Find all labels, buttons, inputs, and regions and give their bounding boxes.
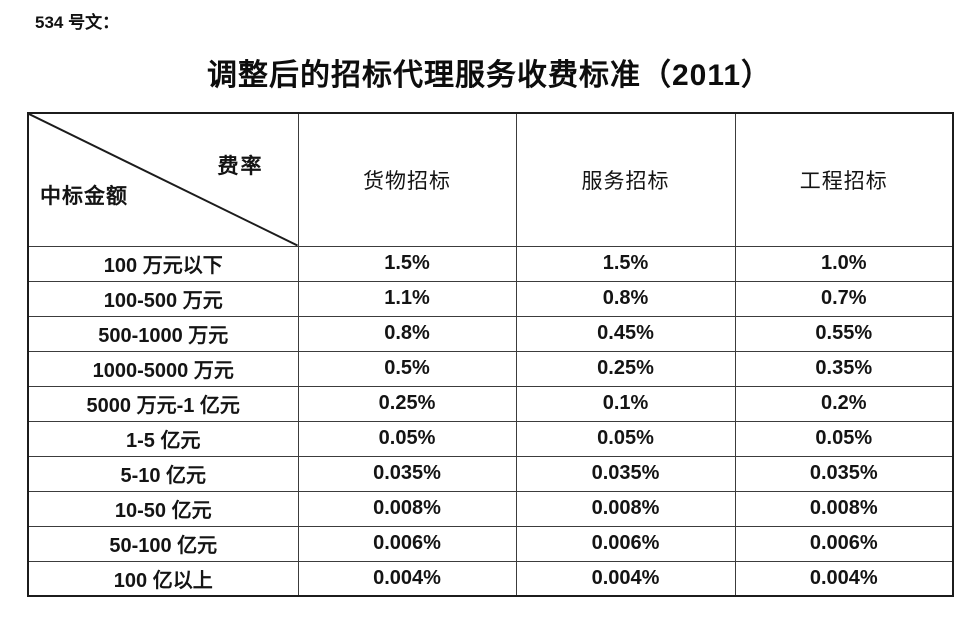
diagonal-line [29,114,298,246]
table-row: 10-50 亿元 0.008% 0.008% 0.008% [27,490,954,527]
row-label: 10-50 亿元 [27,490,299,527]
table-row: 500-1000 万元 0.8% 0.45% 0.55% [27,315,954,352]
fee-value: 0.004% [734,560,954,597]
fee-value: 0.1% [515,385,736,422]
fee-value: 0.006% [297,525,517,562]
table-row: 1000-5000 万元 0.5% 0.25% 0.35% [27,350,954,387]
row-label: 5000 万元-1 亿元 [27,385,299,422]
fee-value: 0.006% [734,525,954,562]
table-row: 100-500 万元 1.1% 0.8% 0.7% [27,280,954,317]
row-label: 5-10 亿元 [27,455,299,492]
fee-value: 0.035% [734,455,954,492]
fee-value: 0.8% [515,280,736,317]
row-label: 1000-5000 万元 [27,350,299,387]
table-row: 1-5 亿元 0.05% 0.05% 0.05% [27,420,954,457]
corner-label-amount: 中标金额 [40,184,128,208]
table-row: 5-10 亿元 0.035% 0.035% 0.035% [27,455,954,492]
page-title: 调整后的招标代理服务收费标准（2011） [206,59,773,92]
column-header-service-tender: 服务招标 [515,112,736,247]
fee-value: 0.05% [297,420,517,457]
row-label: 50-100 亿元 [27,525,299,562]
fee-value: 0.05% [515,420,736,457]
table-row: 5000 万元-1 亿元 0.25% 0.1% 0.2% [27,385,954,422]
fee-value: 1.0% [734,245,954,282]
table-row: 100 万元以下 1.5% 1.5% 1.0% [27,245,954,282]
fee-value: 1.1% [297,280,517,317]
fee-value: 0.25% [297,385,517,422]
fee-value: 0.035% [515,455,736,492]
row-label: 100 万元以下 [27,245,299,282]
corner-label-rate: 费率 [217,155,264,178]
fee-value: 1.5% [515,245,736,282]
fee-value: 0.008% [297,490,517,527]
column-header-engineering-tender: 工程招标 [734,112,954,247]
fee-value: 0.004% [515,560,736,597]
fee-value: 0.25% [515,350,736,387]
table-row: 100 亿以上 0.004% 0.004% 0.004% [27,560,954,597]
fee-value: 0.45% [515,315,736,352]
fee-value: 0.7% [734,280,954,317]
row-label: 100-500 万元 [27,280,299,317]
fee-value: 0.008% [734,490,954,527]
doc-number: 534 号文： [35,13,120,32]
fee-value: 0.2% [734,385,954,422]
row-label: 1-5 亿元 [27,420,299,457]
fee-value: 0.008% [515,490,736,527]
table-row: 50-100 亿元 0.006% 0.006% 0.006% [27,525,954,562]
fee-value: 0.035% [297,455,517,492]
corner-header-cell: 费率 中标金额 [27,112,299,247]
fee-value: 0.05% [734,420,954,457]
fee-table: 费率 中标金额 货物招标 服务招标 工程招标 100 万元以下 1.5% 1.5… [27,112,954,597]
fee-value: 0.004% [297,560,517,597]
row-label: 100 亿以上 [27,560,299,597]
fee-value: 0.8% [297,315,517,352]
fee-value: 0.35% [734,350,954,387]
fee-value: 1.5% [297,245,517,282]
table-header-row: 费率 中标金额 货物招标 服务招标 工程招标 [27,112,954,247]
fee-value: 0.5% [297,350,517,387]
row-label: 500-1000 万元 [27,315,299,352]
column-header-goods-tender: 货物招标 [297,112,517,247]
fee-value: 0.55% [734,315,954,352]
fee-value: 0.006% [515,525,736,562]
